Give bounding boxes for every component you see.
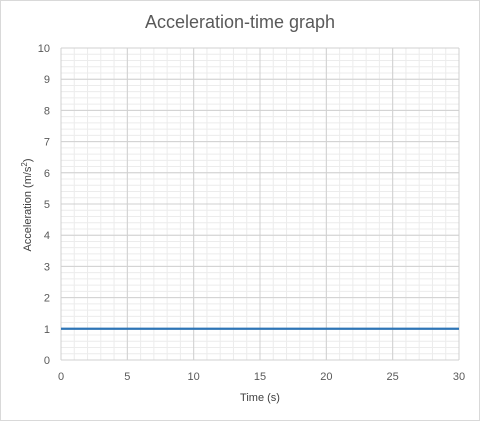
x-axis-label: Time (s) (240, 392, 280, 404)
y-tick-label: 1 (44, 324, 50, 336)
y-tick-label: 2 (44, 293, 50, 305)
x-tick-label: 10 (188, 371, 200, 383)
x-tick-label: 5 (124, 371, 130, 383)
y-tick-label: 6 (44, 168, 50, 180)
y-tick-label: 8 (44, 105, 50, 117)
y-axis-label-main: Acceleration (m/s (22, 166, 34, 251)
x-tick-label: 20 (320, 371, 332, 383)
y-tick-label: 5 (44, 199, 50, 211)
y-axis-label-close: ) (22, 158, 34, 162)
y-tick-label: 10 (38, 43, 50, 55)
chart-title: Acceleration-time graph (145, 12, 335, 32)
x-tick-label: 30 (453, 371, 465, 383)
major-grid (60, 47, 460, 361)
y-axis-label-superscript: 2 (20, 162, 29, 167)
x-tick-label: 0 (58, 371, 64, 383)
y-tick-labels: 0 1 2 3 4 5 6 7 8 9 10 (38, 43, 50, 367)
x-tick-label: 25 (387, 371, 399, 383)
y-axis-label: Acceleration (m/s2) (20, 158, 34, 251)
y-tick-label: 9 (44, 74, 50, 86)
y-tick-label: 4 (44, 230, 50, 242)
x-tick-label: 15 (254, 371, 266, 383)
y-tick-label: 3 (44, 261, 50, 273)
x-tick-labels: 0 5 10 15 20 25 30 (58, 371, 465, 383)
y-tick-label: 0 (44, 355, 50, 367)
y-tick-label: 7 (44, 137, 50, 149)
